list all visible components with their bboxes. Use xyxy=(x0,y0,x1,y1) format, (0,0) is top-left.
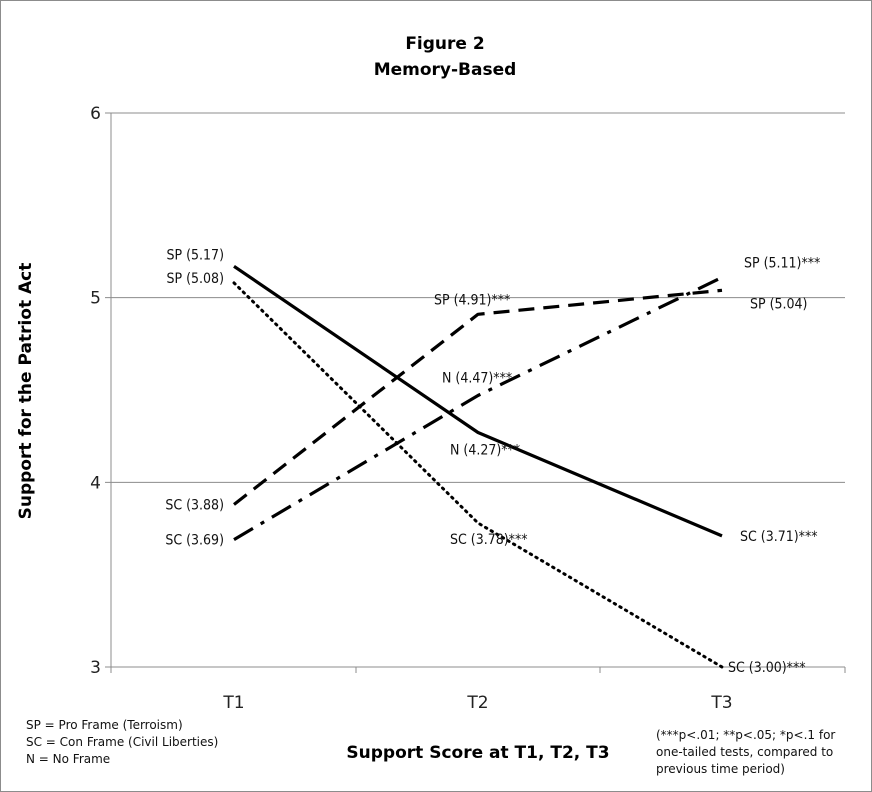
x-tick-label: T1 xyxy=(222,693,244,713)
data-label: SC (3.71)*** xyxy=(740,529,818,545)
data-label: SP (5.17) xyxy=(167,247,224,263)
data-label: SP (5.04) xyxy=(750,296,807,312)
legend-note-sp: SP = Pro Frame (Terroism) xyxy=(26,718,183,732)
legend-notes: SP = Pro Frame (Terroism) SC = Con Frame… xyxy=(26,717,218,768)
chart-title: Figure 2 xyxy=(405,34,484,54)
data-label: SC (3.00)*** xyxy=(728,660,806,676)
y-tick-label: 5 xyxy=(90,289,101,309)
data-label: SC (3.88) xyxy=(165,497,224,513)
footnote-line-3: previous time period) xyxy=(656,762,785,776)
data-label: SP (5.11)*** xyxy=(744,255,820,271)
x-tick-label: T3 xyxy=(710,693,732,713)
series-line-dotted xyxy=(232,281,724,669)
data-label: SP (5.08) xyxy=(167,271,224,287)
significance-footnote: (***p<.01; **p<.05; *p<.1 for one-tailed… xyxy=(656,727,835,778)
x-tick-label: T2 xyxy=(466,693,488,713)
y-tick-label: 3 xyxy=(90,658,101,678)
y-axis-title: Support for the Patriot Act xyxy=(16,263,36,520)
series-line-dash-dot xyxy=(233,275,723,541)
data-label: SC (3.69) xyxy=(165,533,224,549)
footnote-line-1: (***p<.01; **p<.05; *p<.1 for xyxy=(656,728,836,742)
legend-note-n: N = No Frame xyxy=(26,752,111,766)
data-label: SC (3.78)*** xyxy=(450,532,528,548)
x-axis-title: Support Score at T1, T2, T3 xyxy=(346,743,609,763)
data-label: N (4.27)*** xyxy=(450,442,520,458)
data-label: N (4.47)*** xyxy=(442,371,512,387)
series-line-solid xyxy=(233,264,723,538)
legend-note-sc: SC = Con Frame (Civil Liberties) xyxy=(26,735,219,749)
data-label: SP (4.91)*** xyxy=(434,292,510,308)
y-tick-label: 4 xyxy=(90,473,101,493)
y-tick-label: 6 xyxy=(90,104,101,124)
series-line-dashed xyxy=(233,288,723,506)
chart-subtitle: Memory-Based xyxy=(374,60,517,80)
footnote-line-2: one-tailed tests, compared to xyxy=(656,745,834,759)
